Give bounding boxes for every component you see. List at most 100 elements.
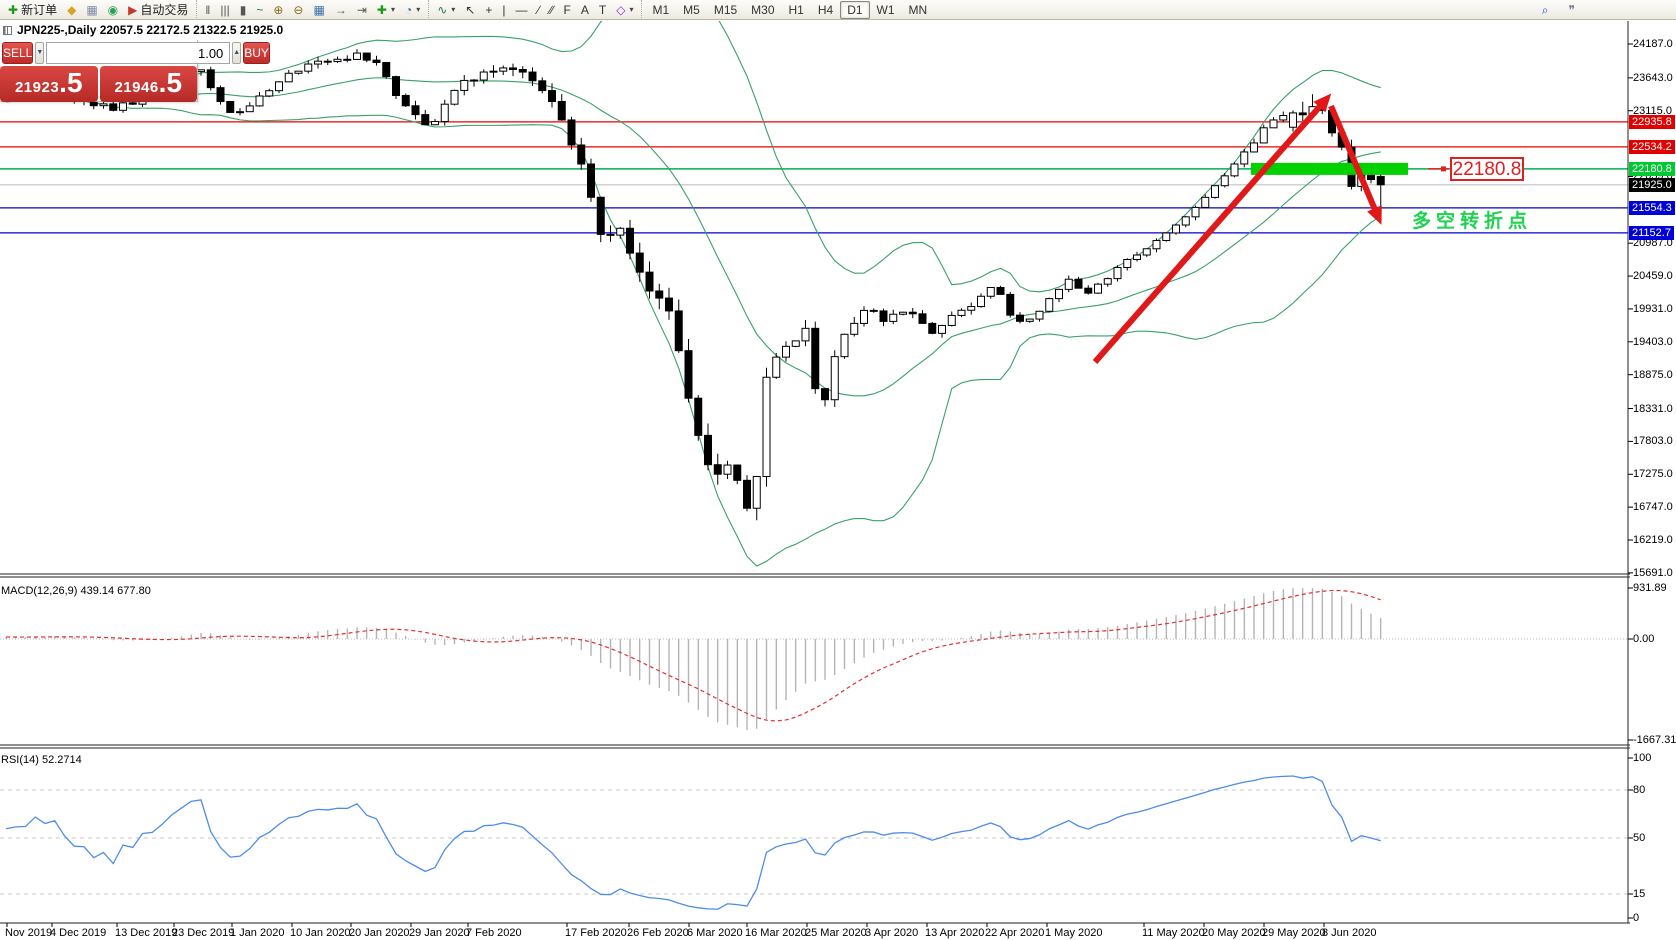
- horizontal-line-button[interactable]: —: [511, 1, 533, 19]
- price-axis-tick: 23643.0: [1633, 71, 1673, 84]
- text-label-button[interactable]: T: [594, 1, 611, 19]
- timeframe-m5-button[interactable]: M5: [683, 2, 700, 17]
- timeframe-d1-button[interactable]: D1: [840, 0, 870, 19]
- timeframe-w1-button[interactable]: W1: [876, 2, 895, 17]
- price-tag-21152.7: 21152.7: [1629, 225, 1674, 240]
- price-tag-22534.2: 22534.2: [1629, 139, 1675, 154]
- volume-increase-button[interactable]: ▲: [232, 42, 242, 64]
- crosshair-button[interactable]: +: [480, 1, 497, 19]
- vertical-line-icon: |: [502, 2, 506, 17]
- down-trend-arrow[interactable]: [1328, 104, 1379, 214]
- arrows-button[interactable]: ◇ ▾: [611, 1, 638, 19]
- date-axis-label: 3 Apr 2020: [865, 927, 919, 939]
- timeframe-h4-button[interactable]: H4: [817, 2, 834, 17]
- timeframe-mn-button[interactable]: MN: [908, 2, 928, 17]
- bollinger-middle-band: [5, 77, 1381, 397]
- timeframe-m1-button[interactable]: M1: [652, 2, 670, 17]
- signals-button[interactable]: ◉: [103, 1, 123, 19]
- chat-icon: ❞: [1568, 2, 1575, 17]
- buy-price-panel[interactable]: 21946 .5: [99, 66, 197, 102]
- search-icon: ⌕: [1541, 2, 1549, 17]
- auto-scroll-button[interactable]: →: [330, 1, 352, 19]
- zoom-out-button[interactable]: ⊖: [288, 1, 308, 19]
- rsi-axis-tick: 100: [1633, 752, 1652, 764]
- support-price-callout[interactable]: 22180.8: [1450, 157, 1524, 181]
- auto-scroll-icon: →: [334, 2, 347, 17]
- crosshair-icon: +: [485, 2, 493, 17]
- pivot-annotation-text[interactable]: 多空转折点: [1412, 211, 1533, 232]
- chart-title: JPN225-,Daily 22057.5 22172.5 21322.5 21…: [3, 23, 283, 37]
- date-axis-label: 7 Feb 2020: [466, 927, 522, 939]
- chart-shift-icon: ⇥: [356, 2, 367, 17]
- price-axis-tick: 16219.0: [1633, 534, 1673, 546]
- date-axis-label: 20 Jan 2020: [349, 927, 410, 939]
- volume-input[interactable]: [46, 42, 231, 64]
- metaeditor-button[interactable]: ◆: [62, 1, 81, 19]
- tick-chart-button[interactable]: ‖: [200, 1, 215, 19]
- price-axis-tick: 23115.0: [1633, 104, 1672, 117]
- fibonacci-icon: F: [563, 2, 571, 17]
- price-axis-tick: 15691.0: [1633, 566, 1673, 579]
- volume-decrease-button[interactable]: ▼: [35, 42, 45, 64]
- bar-chart-button[interactable]: |||: [215, 1, 234, 19]
- text-button[interactable]: A: [576, 1, 594, 19]
- new-order-button[interactable]: ✚ 新订单: [3, 1, 62, 19]
- vertical-line-button[interactable]: |: [497, 1, 510, 19]
- date-axis-label: 26 Feb 2020: [627, 927, 689, 939]
- price-axis-tick: 20987.0: [1633, 237, 1673, 250]
- autotrading-button[interactable]: ▶ 自动交易: [123, 1, 193, 19]
- price-axis-tick: 19403.0: [1633, 335, 1673, 348]
- toolbar-group-2: ∿ ▾ ↖ + | — ∕ ∕∕ F A T ◇ ▾: [428, 0, 641, 20]
- indicators-button[interactable]: ✚ ▾: [372, 1, 400, 19]
- line-chart-button[interactable]: ~: [251, 1, 268, 19]
- one-click-trading-panel: SELL ▼ ▲ BUY 21923 .5 21946 .5: [0, 40, 270, 102]
- equidistant-channel-button[interactable]: ∕∕: [545, 1, 559, 19]
- candle-chart-button[interactable]: ▮: [235, 1, 252, 19]
- date-axis-label: 17 Feb 2020: [565, 927, 627, 939]
- rsi-axis-tick: 15: [1633, 888, 1646, 900]
- chart-type-icon: ∿: [437, 2, 448, 17]
- date-axis-label: 29 Jan 2020: [409, 927, 470, 939]
- zoom-in-button[interactable]: ⊕: [268, 1, 288, 19]
- trendline-button[interactable]: ∕: [533, 1, 545, 19]
- toolbar-right-icons: ⌕ ❞: [1537, 1, 1676, 19]
- date-axis-label: 29 May 2020: [1262, 927, 1326, 939]
- fibonacci-button[interactable]: F: [559, 1, 576, 19]
- price-tag-22180.8: 22180.8: [1629, 161, 1675, 176]
- rsi-axis-tick: 50: [1633, 832, 1646, 844]
- candles-layer: [2, 49, 1385, 521]
- price-axis-tick: 18331.0: [1633, 402, 1673, 415]
- date-axis-label: 1 Jan 2020: [230, 927, 285, 939]
- cursor-button[interactable]: ↖: [460, 1, 480, 19]
- arrows-icon: ◇: [616, 2, 626, 17]
- price-tag-21925: 21925.0: [1629, 177, 1675, 192]
- sell-price-panel[interactable]: 21923 .5: [0, 66, 98, 102]
- search-button[interactable]: ⌕: [1537, 1, 1554, 19]
- date-axis-label: 11 May 2020: [1142, 927, 1205, 939]
- autotrading-label: 自动交易: [140, 3, 189, 17]
- buy-button[interactable]: BUY: [243, 42, 270, 64]
- chart-title-text: JPN225-,Daily 22057.5 22172.5 21322.5 21…: [17, 23, 284, 37]
- date-axis-label: 16 Mar 2020: [745, 927, 807, 939]
- candle-chart-icon: ▮: [239, 2, 247, 17]
- market-watch-button[interactable]: ▦: [81, 1, 102, 19]
- chart-type-button[interactable]: ∿ ▾: [432, 1, 460, 19]
- chat-button[interactable]: ❞: [1564, 1, 1580, 19]
- price-axis-tick: 17803.0: [1633, 435, 1673, 448]
- zoom-out-icon: ⊖: [293, 2, 304, 17]
- up-trend-arrow[interactable]: [1092, 102, 1325, 364]
- buy-price-pips: .5: [158, 67, 183, 98]
- price-axis-tick: 18875.0: [1633, 368, 1673, 381]
- timeframe-m30-button[interactable]: M30: [751, 2, 775, 17]
- periods-button[interactable]: ◔ ▾: [400, 1, 425, 19]
- indicators-dropdown-caret: ▾: [390, 5, 395, 14]
- support-zone-highlight[interactable]: [1251, 162, 1408, 175]
- tile-windows-button[interactable]: ▦: [308, 1, 329, 19]
- macd-signal-line: [5, 589, 1381, 722]
- sell-button[interactable]: SELL: [2, 42, 34, 64]
- toolbar-group-1: ‖ ||| ▮ ~ ⊕ ⊖ ▦ → ⇥ ✚ ▾ ◔ ▾: [196, 0, 428, 20]
- timeframe-h1-button[interactable]: H1: [788, 2, 804, 17]
- timeframe-m15-button[interactable]: M15: [713, 2, 738, 17]
- chart-shift-button[interactable]: ⇥: [352, 1, 372, 19]
